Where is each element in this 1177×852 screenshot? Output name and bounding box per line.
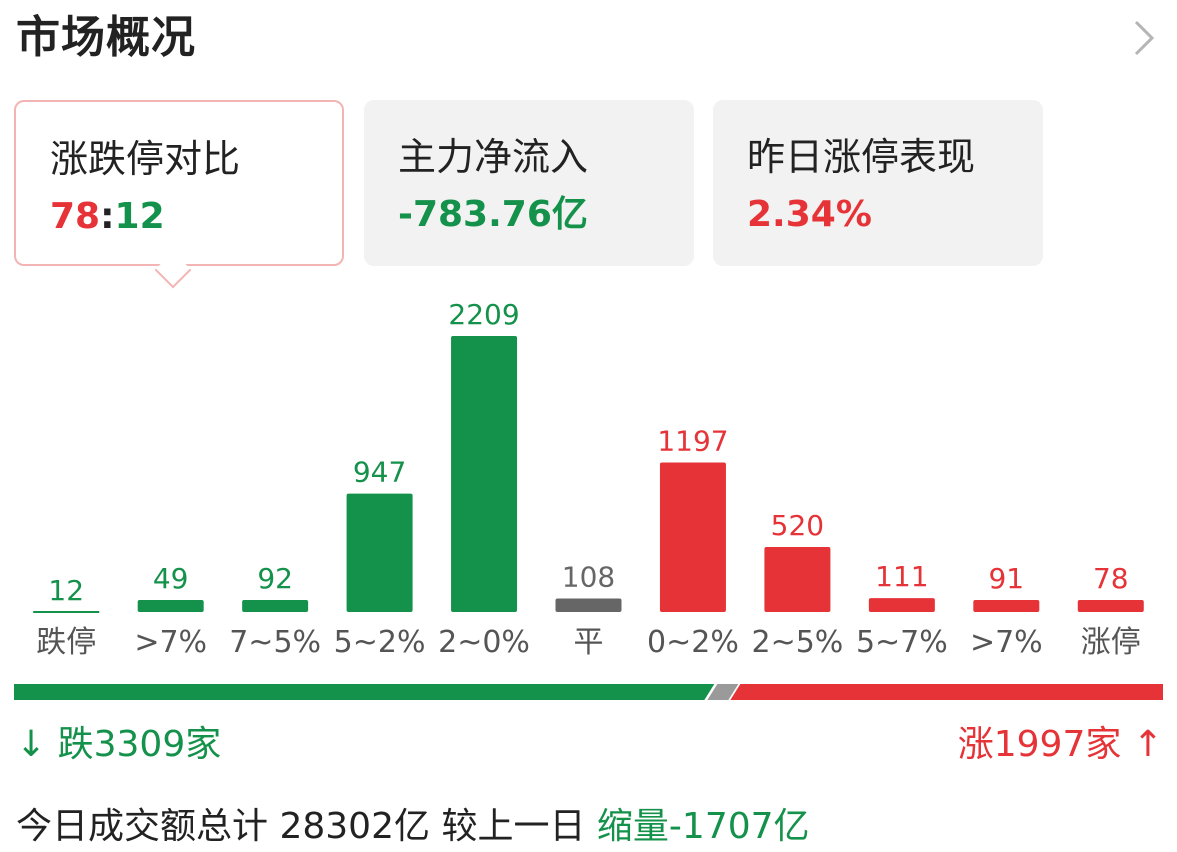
turnover-summary: 今日成交额总计 28302亿 较上一日 缩量-1707亿 [16,802,810,852]
rise-segment [730,684,1163,700]
chart-bar [659,462,726,612]
breadth-bar-svg [14,684,1163,700]
tab-yesterday-limit-value: 2.34% [747,194,872,235]
limit-up-count: 78 [50,196,101,237]
chevron-right-icon[interactable] [1126,18,1162,58]
distribution-chart-svg: 12 跌停 49 >7% 92 7~5% 947 5~2% 2209 2~0% 108 平 1197 0~… [33,298,1144,660]
rise-summary: 涨1997家 ↑ [958,720,1163,770]
chart-bar [1077,600,1144,612]
chart-category-label: 涨停 [1081,625,1141,660]
chart-bar [451,336,518,612]
arrow-down-icon: ↓ [16,724,47,765]
chart-data-label: 1197 [657,424,728,457]
chart-data-label: 78 [1093,562,1129,595]
tab-limit-compare[interactable]: 涨跌停对比 78:12 [14,100,344,266]
chart-bar [973,600,1040,612]
fall-count-label: 跌3309家 [57,724,222,765]
chart-bar [868,598,935,612]
chart-category-label: 2~0% [438,625,530,660]
fall-segment [14,684,715,700]
chart-data-label: 520 [771,509,824,542]
chart-category-label: 平 [574,625,604,660]
chart-bar [555,598,622,612]
distribution-chart: 12 跌停 49 >7% 92 7~5% 947 5~2% 2209 2~0% 108 平 1197 0~… [0,280,1177,670]
flat-segment [707,684,739,700]
tab-main-inflow-label: 主力净流入 [398,135,589,179]
chart-category-label: 7~5% [229,625,321,660]
chart-category-label: >7% [134,625,207,660]
arrow-up-icon: ↑ [1132,724,1163,765]
turnover-prefix: 今日成交额总计 [16,806,269,847]
chart-data-label: 947 [353,456,406,489]
chart-data-label: 108 [562,561,615,594]
chart-category-label: 2~5% [751,625,843,660]
chart-category-label: >7% [970,625,1043,660]
chart-bar [346,493,413,612]
chart-data-label: 2209 [448,298,519,331]
fall-summary: ↓ 跌3309家 [16,720,221,770]
chart-bar [137,600,204,612]
chart-category-label: 跌停 [36,625,96,660]
tab-main-inflow-value: -783.76亿 [398,194,588,235]
tab-limit-compare-label: 涨跌停对比 [50,137,241,181]
turnover-compare: 较上一日 [441,806,586,847]
limit-down-count: 12 [114,196,165,237]
chart-data-label: 12 [48,574,84,607]
chart-data-label: 91 [988,562,1024,595]
chart-category-label: 5~2% [334,625,426,660]
ratio-separator: : [100,196,115,237]
chart-category-label: 5~7% [856,625,948,660]
breadth-bar [14,684,1163,700]
chart-bar [242,600,309,612]
chart-category-label: 0~2% [647,625,739,660]
turnover-total: 28302亿 [279,806,430,847]
chart-data-label: 49 [153,562,189,595]
tab-yesterday-limit[interactable]: 昨日涨停表现 2.34% [713,100,1043,266]
chart-bar [764,547,831,612]
turnover-change: 缩量-1707亿 [596,806,810,847]
chart-data-label: 111 [875,560,928,593]
tab-yesterday-limit-label: 昨日涨停表现 [747,135,976,179]
chart-data-label: 92 [257,562,293,595]
header: 市场概况 [16,8,1166,68]
tab-main-inflow[interactable]: 主力净流入 -783.76亿 [364,100,694,266]
tab-limit-compare-value: 78:12 [50,194,165,240]
page-title: 市场概况 [16,12,196,63]
rise-count-label: 涨1997家 [957,724,1122,765]
